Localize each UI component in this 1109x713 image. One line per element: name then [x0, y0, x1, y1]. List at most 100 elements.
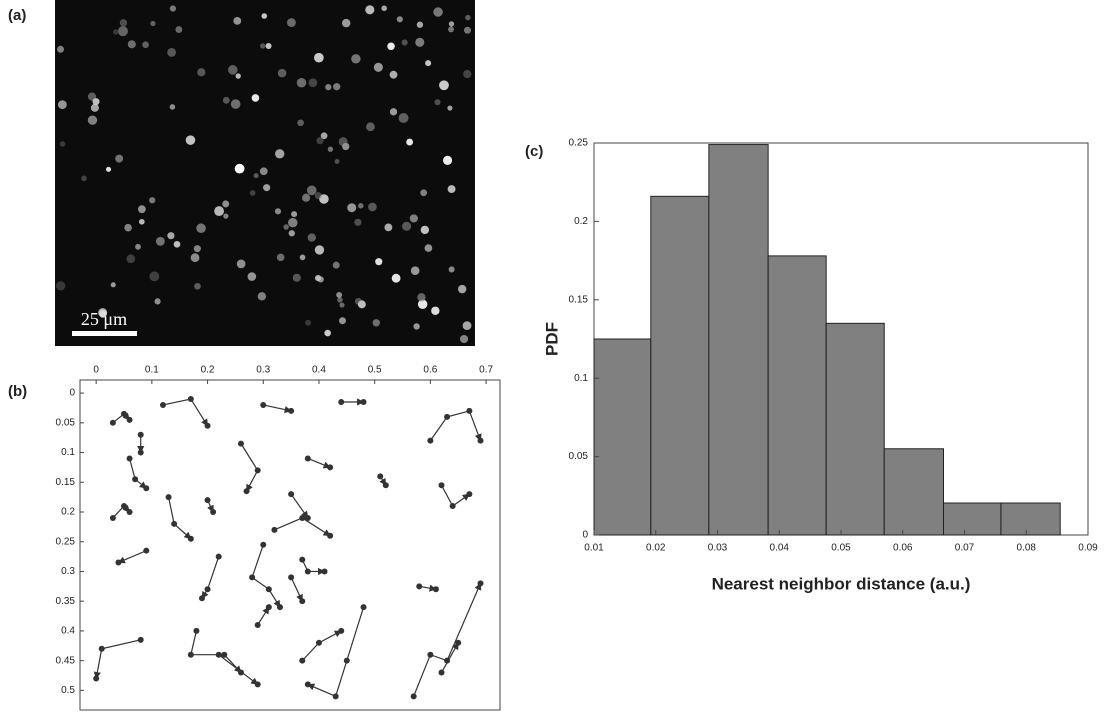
trajectory-point [121, 410, 128, 417]
cell-spot [90, 103, 99, 112]
trajectory-point [143, 485, 150, 492]
cell-spot [154, 298, 161, 305]
cell-spot [347, 203, 357, 213]
y-tick-label: 0.35 [56, 596, 76, 607]
cell-spot [149, 271, 160, 282]
y-tick-label: 0.2 [61, 507, 75, 518]
cell-spot [342, 142, 350, 151]
cell-spot [375, 258, 383, 266]
trajectory-point [304, 514, 311, 521]
cell-spot [127, 40, 136, 49]
plot-frame [79, 379, 501, 711]
cell-spot [448, 266, 455, 273]
x-tick-label: 0.4 [312, 365, 326, 376]
trajectory-point [137, 449, 144, 456]
cell-spot [389, 108, 398, 116]
trajectory-point [455, 639, 462, 646]
cell-spot [228, 65, 238, 75]
trajectory-point [271, 526, 278, 533]
cell-spot [439, 80, 449, 91]
cell-spot [119, 19, 128, 27]
cell-spot [442, 155, 453, 165]
x-tick-label: 0.07 [955, 543, 975, 554]
cell-spot [193, 245, 201, 253]
cell-spot [222, 96, 230, 104]
trajectory-point [265, 604, 272, 611]
trajectory-point [477, 580, 484, 587]
trajectory-point [187, 396, 194, 403]
trajectory-point [321, 568, 328, 575]
cell-spot [459, 334, 469, 344]
cell-spot [337, 297, 343, 303]
trajectory-line [429, 410, 482, 442]
x-tick-label: 0.7 [479, 365, 493, 376]
trajectory-point [215, 651, 222, 658]
x-tick-label: 0.04 [770, 543, 790, 554]
cell-spot [175, 26, 183, 34]
cell-spot [124, 223, 132, 232]
y-tick-label: 0.5 [61, 685, 75, 696]
cell-spot [286, 18, 296, 28]
bar [883, 448, 945, 536]
y-tick-label: 0.05 [569, 451, 589, 462]
trajectory-line [251, 544, 281, 608]
cell-spot [463, 26, 471, 34]
trajectory-point [427, 651, 434, 658]
cell-spot [424, 244, 433, 252]
cell-spot [302, 193, 311, 202]
cell-spot [263, 184, 271, 192]
cell-spot [406, 138, 414, 146]
trajectory-line [290, 577, 303, 602]
trajectory-point [338, 627, 345, 634]
cell-spot [274, 208, 282, 215]
cell-spot [325, 84, 332, 91]
cell-spot [462, 321, 472, 331]
trajectory-point [466, 491, 473, 498]
cell-spot [222, 200, 230, 208]
cell-spot [433, 7, 443, 17]
trajectory-point [427, 437, 434, 444]
cell-spot [167, 232, 175, 240]
trajectory-point [204, 422, 211, 429]
cell-spot [253, 173, 259, 179]
cell-spot [465, 14, 471, 21]
cell-spot [291, 211, 298, 218]
scale-bar-label: 25 μm [81, 309, 127, 329]
trajectory-point [254, 681, 261, 688]
trajectory-point [187, 651, 194, 658]
cell-spot [87, 92, 97, 101]
y-tick-label: 0 [582, 530, 588, 541]
cell-spot [320, 132, 328, 140]
bar [943, 502, 1002, 536]
cell-spot [235, 73, 241, 79]
cell-spot [190, 253, 200, 263]
trajectory-point [121, 503, 128, 510]
cell-spot [173, 240, 181, 248]
trajectory-point [187, 535, 194, 542]
trajectory-line [290, 493, 309, 519]
x-axis-title: Nearest neighbor distance (a.u.) [712, 574, 971, 593]
cell-spot [314, 52, 324, 63]
cell-spot [447, 105, 453, 111]
x-tick-label: 0.03 [708, 543, 728, 554]
trajectory-line [263, 404, 292, 414]
trajectory-point [254, 621, 261, 628]
cell-spot [357, 300, 366, 309]
cell-spot [336, 291, 343, 298]
trajectory-point [288, 407, 295, 414]
y-tick-label: 0.4 [61, 626, 75, 637]
cell-spot [223, 213, 229, 219]
cell-spot [308, 78, 318, 88]
x-tick-label: 0.09 [1078, 543, 1098, 554]
trajectory-point [198, 595, 205, 602]
trajectory-point [360, 399, 367, 405]
cell-spot [265, 43, 272, 50]
trajectory-line [440, 642, 459, 673]
x-tick-label: 0.05 [831, 543, 851, 554]
cell-spot [99, 310, 107, 318]
trajectory-point [288, 574, 295, 581]
cell-spot [417, 293, 426, 302]
y-tick-label: 0.05 [56, 417, 76, 428]
cell-spot [288, 217, 298, 228]
cell-spot [288, 230, 295, 237]
